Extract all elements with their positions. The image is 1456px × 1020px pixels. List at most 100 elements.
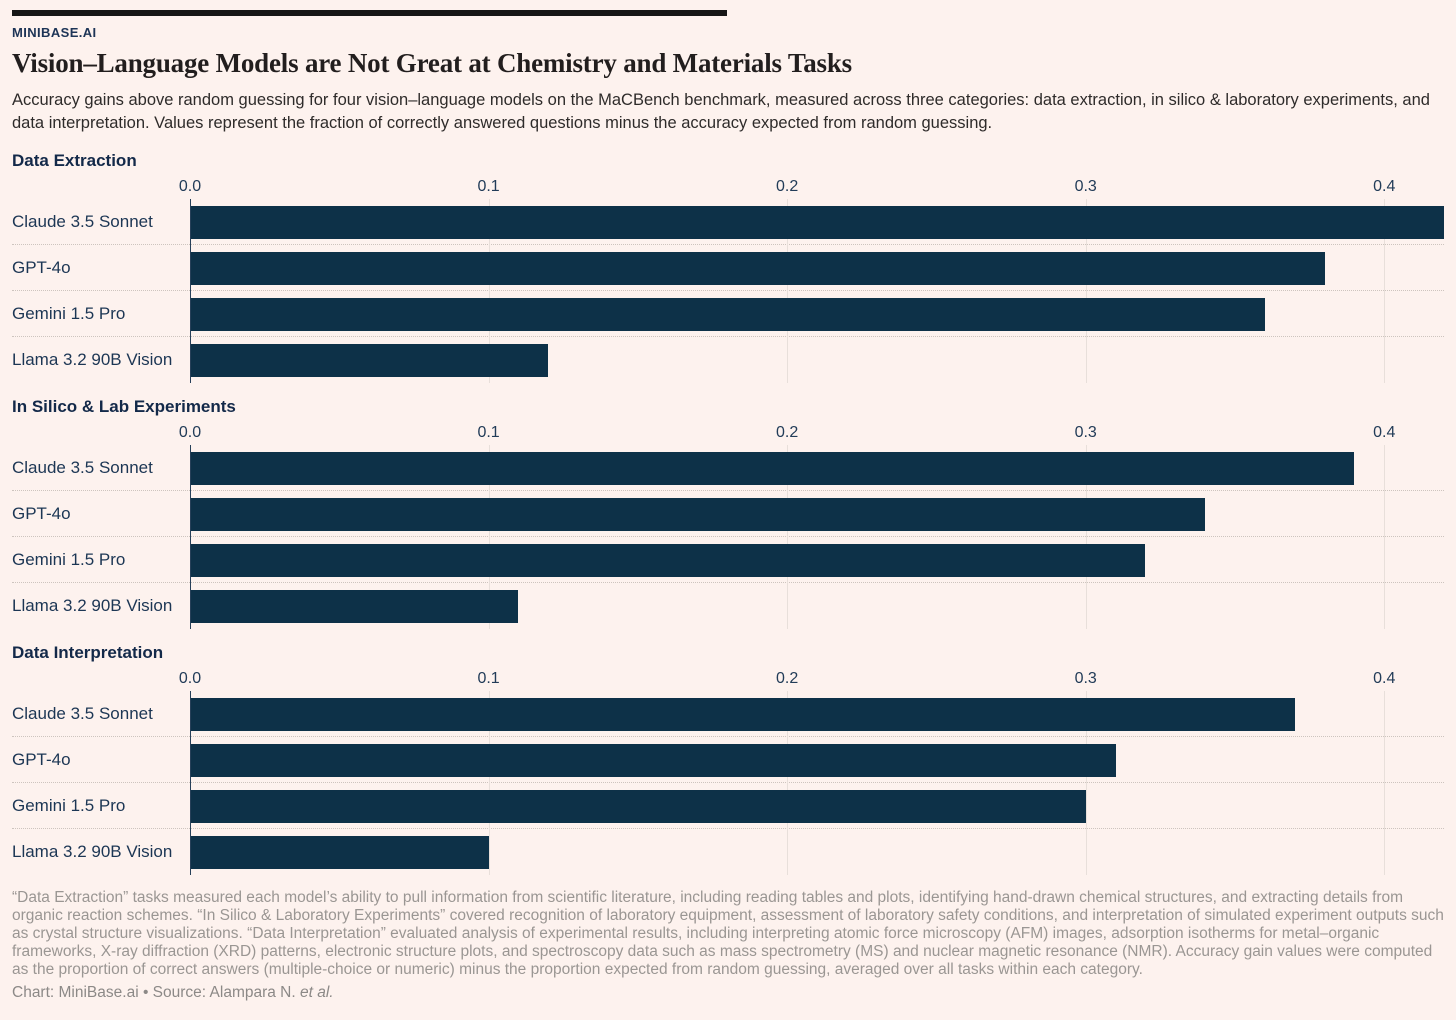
plot-area bbox=[190, 199, 1444, 383]
row-separator bbox=[12, 490, 1444, 491]
y-axis-line bbox=[190, 445, 191, 629]
chart-section-title: Data Extraction bbox=[12, 151, 137, 170]
gridline bbox=[488, 199, 490, 383]
bar-row bbox=[190, 737, 1444, 783]
y-axis-line bbox=[190, 199, 191, 383]
bar bbox=[190, 743, 1116, 777]
credit-text: Chart: MiniBase.ai • Source: Alampara N. bbox=[12, 984, 300, 1001]
labels-column: Claude 3.5 Sonnet GPT-4o Gemini 1.5 Pro Lla… bbox=[12, 199, 190, 383]
model-label: Claude 3.5 Sonnet bbox=[12, 458, 153, 477]
bar-row bbox=[190, 691, 1444, 737]
subtitle: Accuracy gains above random guessing for… bbox=[12, 91, 1430, 132]
x-axis-tick-label: 0.3 bbox=[1074, 178, 1097, 195]
bar bbox=[190, 497, 1206, 531]
x-axis: 0.0 0.1 0.2 0.3 0.4 bbox=[12, 665, 1444, 691]
brand: MINIBASE.AI bbox=[12, 25, 97, 40]
bar-row bbox=[190, 245, 1444, 291]
model-label: Gemini 1.5 Pro bbox=[12, 550, 126, 569]
axis-area: 0.0 0.1 0.2 0.3 0.4 bbox=[179, 173, 1444, 199]
labels-column: Claude 3.5 Sonnet GPT-4o Gemini 1.5 Pro Lla… bbox=[12, 691, 190, 875]
plot-area bbox=[190, 445, 1444, 629]
labels-column: Claude 3.5 Sonnet GPT-4o Gemini 1.5 Pro Lla… bbox=[12, 445, 190, 629]
credit-etal: et al. bbox=[300, 984, 334, 1001]
bar bbox=[190, 835, 489, 869]
x-axis-tick-label: 0.3 bbox=[1074, 670, 1097, 687]
row-separator bbox=[12, 782, 1444, 783]
x-axis-tick-label: 0.0 bbox=[178, 670, 202, 687]
x-axis-tick-label: 0.2 bbox=[776, 178, 799, 195]
row-separator bbox=[12, 536, 1444, 537]
top-rule bbox=[12, 10, 727, 16]
x-axis-tick-label: 0.1 bbox=[477, 424, 500, 441]
axis-spacer bbox=[12, 173, 190, 199]
row-separator bbox=[12, 828, 1444, 829]
gridline bbox=[1384, 199, 1386, 383]
x-axis-tick-label: 0.0 bbox=[178, 178, 202, 195]
bar-row bbox=[190, 491, 1444, 537]
footnote: “Data Extraction” tasks measured each mo… bbox=[12, 889, 1444, 978]
chart-body: Claude 3.5 Sonnet GPT-4o Gemini 1.5 Pro Lla… bbox=[12, 199, 1444, 383]
axis-area: 0.0 0.1 0.2 0.3 0.4 bbox=[179, 665, 1444, 691]
gridline bbox=[1085, 199, 1087, 383]
gridline bbox=[787, 445, 789, 629]
x-axis-tick-label: 0.4 bbox=[1373, 424, 1396, 441]
gridline bbox=[488, 691, 490, 875]
bar-row bbox=[190, 537, 1444, 583]
bar bbox=[190, 543, 1146, 577]
bar bbox=[190, 343, 549, 377]
bar-row bbox=[190, 291, 1444, 337]
x-axis: 0.0 0.1 0.2 0.3 0.4 bbox=[12, 173, 1444, 199]
gridline bbox=[1384, 445, 1386, 629]
model-label: GPT-4o bbox=[12, 258, 71, 277]
gridline bbox=[787, 691, 789, 875]
model-label: GPT-4o bbox=[12, 504, 71, 523]
bar-row bbox=[190, 337, 1444, 383]
row-separator bbox=[12, 290, 1444, 291]
axis-spacer bbox=[12, 419, 190, 445]
bar bbox=[190, 451, 1355, 485]
chart-section-title: In Silico & Lab Experiments bbox=[12, 397, 236, 416]
row-separator bbox=[12, 336, 1444, 337]
model-label: Gemini 1.5 Pro bbox=[12, 304, 126, 323]
plot-area bbox=[190, 691, 1444, 875]
x-axis-tick-label: 0.4 bbox=[1373, 178, 1396, 195]
model-label: Gemini 1.5 Pro bbox=[12, 796, 126, 815]
gridline bbox=[1384, 691, 1386, 875]
chart-section: In Silico & Lab Experiments 0.0 0.1 0.2 0.3 0… bbox=[12, 397, 1444, 629]
model-label: GPT-4o bbox=[12, 750, 71, 769]
model-label: Llama 3.2 90B Vision bbox=[12, 350, 173, 369]
x-axis: 0.0 0.1 0.2 0.3 0.4 bbox=[12, 419, 1444, 445]
gridline bbox=[1085, 445, 1087, 629]
bar bbox=[190, 789, 1086, 823]
row-separator bbox=[12, 736, 1444, 737]
gridline bbox=[488, 445, 490, 629]
charts-container: Data Extraction 0.0 0.1 0.2 0.3 0.4 Claude 3.5… bbox=[12, 151, 1444, 875]
credit-line: Chart: MiniBase.ai • Source: Alampara N.… bbox=[12, 984, 1444, 1002]
bar-row bbox=[190, 583, 1444, 629]
x-axis-tick-label: 0.3 bbox=[1074, 424, 1097, 441]
bar bbox=[190, 205, 1444, 239]
row-separator bbox=[12, 244, 1444, 245]
bar-row bbox=[190, 783, 1444, 829]
chart-body: Claude 3.5 Sonnet GPT-4o Gemini 1.5 Pro Lla… bbox=[12, 445, 1444, 629]
bar-row bbox=[190, 199, 1444, 245]
model-label: Claude 3.5 Sonnet bbox=[12, 704, 153, 723]
chart-body: Claude 3.5 Sonnet GPT-4o Gemini 1.5 Pro Lla… bbox=[12, 691, 1444, 875]
chart-section-title: Data Interpretation bbox=[12, 643, 164, 662]
gridline bbox=[1085, 691, 1087, 875]
x-axis-tick-label: 0.1 bbox=[477, 178, 500, 195]
gridline bbox=[787, 199, 789, 383]
bar bbox=[190, 297, 1265, 331]
bar-row bbox=[190, 829, 1444, 875]
model-label: Llama 3.2 90B Vision bbox=[12, 596, 173, 615]
chart-section: Data Interpretation 0.0 0.1 0.2 0.3 0.4 Claude… bbox=[12, 643, 1444, 875]
bar bbox=[190, 251, 1325, 285]
x-axis-tick-label: 0.0 bbox=[178, 424, 202, 441]
chart-section: Data Extraction 0.0 0.1 0.2 0.3 0.4 Claude 3.5… bbox=[12, 151, 1444, 383]
model-label: Claude 3.5 Sonnet bbox=[12, 212, 153, 231]
bar bbox=[190, 589, 519, 623]
page-title: Vision–Language Models are Not Great at … bbox=[12, 48, 852, 78]
bar bbox=[190, 697, 1295, 731]
x-axis-tick-label: 0.2 bbox=[776, 424, 799, 441]
